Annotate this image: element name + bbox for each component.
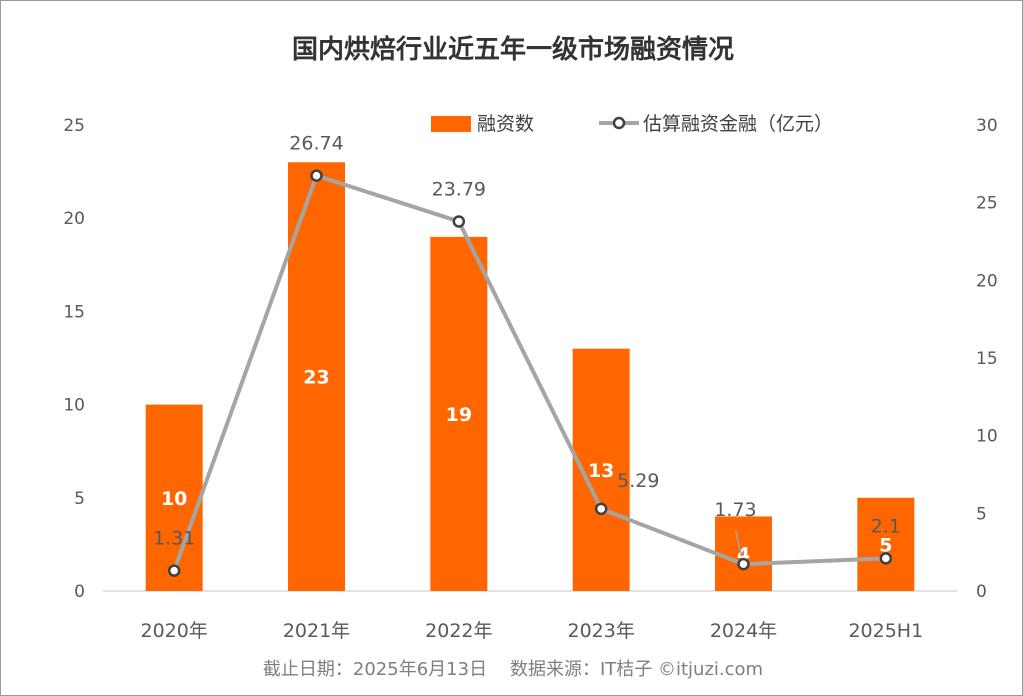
bar-data-label: 19 — [446, 404, 472, 426]
line-marker — [594, 502, 608, 516]
bar — [715, 516, 772, 591]
line-marker — [737, 557, 750, 571]
right-tick-label: 15 — [976, 349, 998, 369]
bar — [857, 497, 915, 591]
right-tick-label: 10 — [976, 427, 998, 447]
line-data-label: 1.31 — [153, 528, 195, 550]
line-marker — [310, 169, 323, 182]
line-path — [172, 173, 886, 572]
bar-data-label: 10 — [161, 488, 187, 510]
line-marker — [879, 552, 893, 565]
left-tick-label: 25 — [63, 116, 85, 136]
x-tick-label: 2024年 — [710, 620, 777, 642]
line-data-label: 26.74 — [289, 133, 343, 155]
legend: 融资数 估算融资金融（亿元） — [431, 113, 833, 135]
right-tick-label: 20 — [976, 271, 998, 291]
x-tick-label: 2023年 — [567, 620, 634, 642]
legend-line-label: 估算融资金融（亿元） — [643, 113, 833, 135]
bar-data-label: 23 — [303, 367, 329, 389]
right-axis: 0 5 10 15 20 25 30 — [976, 116, 998, 602]
x-tick-label: 2022年 — [425, 620, 492, 642]
left-tick-label: 5 — [74, 489, 85, 509]
chart-title: 国内烘焙行业近五年一级市场融资情况 — [292, 34, 734, 65]
legend-bar-label: 融资数 — [477, 113, 534, 135]
right-tick-label: 5 — [976, 504, 987, 524]
left-axis: 0 5 10 15 20 25 — [63, 116, 85, 602]
footer-source: 截止日期：2025年6月13日 数据来源：IT桔子 ©itjuzi.com — [263, 659, 763, 680]
line-marker — [167, 564, 181, 577]
x-axis: 2020年 2021年 2022年 2023年 2024年 2025H1 — [140, 620, 923, 642]
bar-data-label: 5 — [879, 534, 892, 556]
right-tick-label: 25 — [976, 194, 998, 214]
right-tick-label: 0 — [976, 582, 987, 602]
line-marker — [452, 215, 466, 228]
x-tick-label: 2020年 — [140, 620, 207, 642]
left-tick-label: 10 — [63, 396, 85, 416]
right-tick-label: 30 — [976, 116, 998, 136]
bar — [145, 404, 203, 591]
line-data-label: 1.73 — [714, 499, 756, 521]
left-tick-label: 0 — [74, 582, 85, 602]
line-data-label: 23.79 — [432, 178, 486, 200]
left-tick-label: 20 — [63, 209, 85, 229]
legend-bar-swatch — [431, 116, 471, 132]
line-data-label: 5.29 — [617, 470, 659, 492]
bar-data-label: 13 — [588, 460, 614, 482]
line-data-label: 2.1 — [871, 515, 901, 537]
legend-line-marker — [612, 116, 626, 130]
line-series: 1.31 26.74 23.79 5.29 1.73 2.1 — [153, 133, 901, 577]
bar — [430, 236, 488, 591]
x-tick-label: 2021年 — [283, 620, 350, 642]
left-tick-label: 15 — [63, 302, 85, 322]
x-tick-label: 2025H1 — [848, 620, 923, 642]
label-leader-line — [734, 529, 743, 557]
